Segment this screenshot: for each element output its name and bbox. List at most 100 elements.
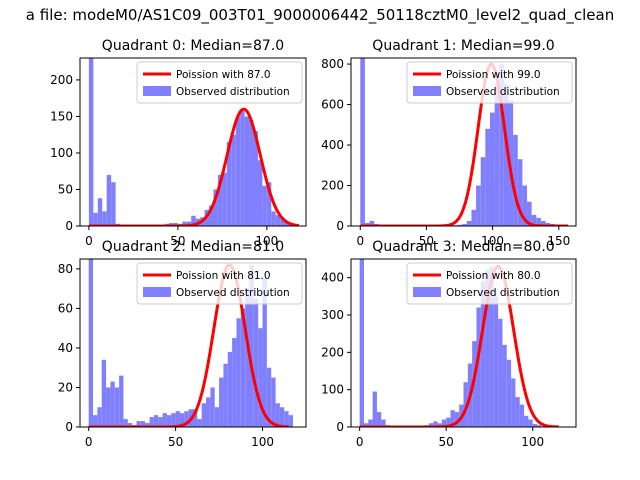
- histogram-bar: [223, 363, 228, 427]
- histogram-bar: [360, 58, 365, 226]
- y-tick-label: 60: [58, 301, 73, 315]
- histogram-bar: [253, 298, 259, 427]
- histogram-bar: [235, 116, 241, 226]
- histogram-bar: [182, 221, 187, 226]
- histogram-bar: [462, 223, 467, 226]
- histogram-bar: [106, 387, 111, 427]
- histogram-bar: [231, 134, 236, 226]
- x-tick-label: 100: [251, 435, 274, 449]
- histogram-bar: [102, 211, 107, 226]
- histogram-bar: [193, 409, 198, 427]
- histogram-bar: [284, 221, 290, 226]
- x-tick-label: 100: [521, 435, 544, 449]
- y-tick-label: 40: [58, 341, 73, 355]
- histogram-bar: [253, 131, 258, 226]
- poisson-fit-line: [88, 263, 290, 427]
- histogram-bar: [145, 423, 150, 427]
- histogram-bar: [493, 296, 499, 427]
- histogram-bar: [266, 182, 272, 226]
- histogram-bar: [466, 220, 472, 226]
- histogram-bar: [519, 404, 525, 427]
- histogram-bar: [240, 109, 245, 226]
- histogram-bar: [489, 266, 494, 427]
- histogram-bar: [446, 417, 451, 427]
- histogram-bar: [532, 424, 538, 427]
- histogram-bar: [153, 415, 159, 427]
- histogram-bar: [191, 215, 196, 226]
- x-tick-label: 150: [547, 234, 570, 248]
- histogram-bar: [186, 221, 192, 226]
- histogram-bar: [454, 412, 460, 427]
- histogram-bar: [364, 222, 370, 226]
- histogram-bar: [97, 198, 103, 226]
- plot-area: [88, 259, 293, 427]
- histogram-bar: [244, 116, 250, 226]
- histogram-bar: [368, 419, 373, 427]
- histogram-bar: [471, 209, 477, 226]
- x-tick-label: 0: [356, 234, 364, 248]
- histogram-bar: [284, 411, 289, 427]
- histogram-bar: [499, 64, 504, 226]
- legend: Poission with 81.0 Observed distribution: [136, 262, 303, 305]
- histogram-bar: [288, 415, 293, 427]
- histogram-bar: [206, 397, 211, 427]
- histogram-bar: [485, 128, 490, 226]
- y-tick-label: 100: [321, 383, 344, 397]
- histogram-bar: [217, 174, 223, 226]
- x-tick-label: 50: [439, 435, 454, 449]
- legend-label-fit: Poission with 81.0: [176, 270, 271, 282]
- histogram-bar: [502, 344, 507, 427]
- histogram-bar: [540, 220, 546, 226]
- y-tick-label: 200: [50, 73, 73, 87]
- histogram-bar: [175, 411, 180, 427]
- histogram-bar: [184, 411, 189, 427]
- histogram-bar: [376, 412, 382, 427]
- histogram-bar: [428, 423, 434, 427]
- histogram-bar: [232, 338, 237, 427]
- histogram-bar: [463, 382, 468, 427]
- plot-area: [359, 259, 560, 427]
- histogram-bar: [166, 415, 172, 427]
- legend-label-hist: Observed distribution: [446, 287, 560, 299]
- y-tick-label: 200: [321, 345, 344, 359]
- histogram-bar: [528, 419, 533, 427]
- histogram-bar: [93, 212, 98, 226]
- y-tick-label: 800: [321, 57, 344, 71]
- legend-label-fit: Poission with 87.0: [176, 69, 271, 81]
- histogram-bar: [476, 307, 481, 427]
- histogram-bar: [136, 421, 141, 427]
- y-tick-label: 0: [336, 420, 344, 434]
- axes-frame: [79, 57, 307, 227]
- histogram-bar: [511, 378, 516, 427]
- histogram-bar: [524, 415, 529, 427]
- histogram-bar: [227, 351, 233, 427]
- histogram-bar: [209, 205, 214, 226]
- histogram-bar: [226, 142, 232, 226]
- histogram-bar: [280, 218, 285, 226]
- axes-frame: [350, 258, 577, 428]
- legend-box: [136, 61, 303, 104]
- histogram-bar: [222, 172, 227, 226]
- y-tick-label: 0: [65, 219, 73, 233]
- histogram-bar: [245, 288, 250, 427]
- histogram-bar: [506, 359, 512, 427]
- histogram-bar: [219, 377, 224, 427]
- histogram-bar: [527, 201, 532, 226]
- histogram-bar: [214, 407, 220, 427]
- histogram-bar: [114, 387, 120, 427]
- x-tick-label: 50: [419, 234, 434, 248]
- histogram-bar: [359, 259, 364, 427]
- histogram-bar: [275, 215, 281, 226]
- legend: Poission with 80.0 Observed distribution: [406, 262, 573, 305]
- histogram-bar: [110, 381, 115, 427]
- histogram-bar: [363, 423, 369, 427]
- legend-label-hist: Observed distribution: [176, 287, 290, 299]
- histogram-bar: [531, 214, 537, 226]
- y-tick-label: 80: [58, 262, 73, 276]
- legend-box: [406, 61, 573, 104]
- y-tick-label: 400: [321, 271, 344, 285]
- histogram-bar: [149, 417, 154, 427]
- x-tick-label: 0: [85, 435, 93, 449]
- legend-swatch-hist: [413, 86, 441, 96]
